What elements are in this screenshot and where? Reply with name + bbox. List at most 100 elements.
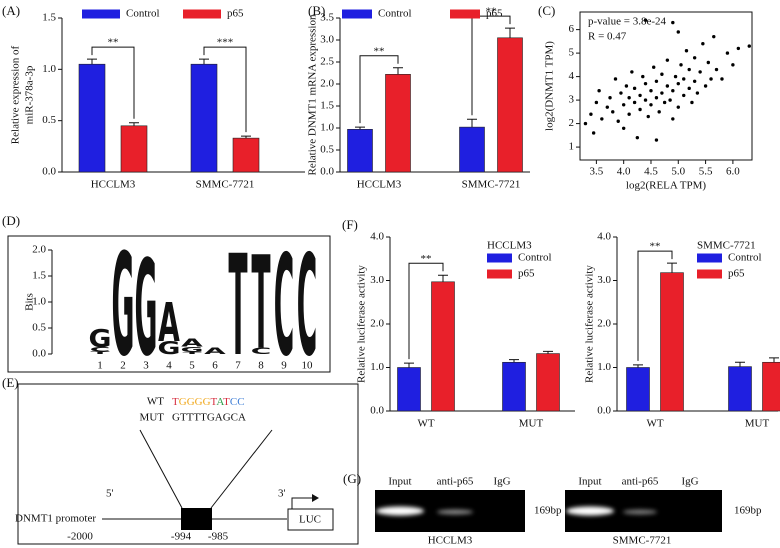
- gel-band: [623, 509, 657, 515]
- scatter-point: [690, 100, 694, 105]
- y-axis-label: Relative DNMT1 mRNA expression: [307, 14, 319, 176]
- bar: [502, 361, 526, 412]
- scatter-point: [682, 93, 686, 98]
- logo-letter: G: [112, 224, 135, 388]
- significance-bracket: [91, 46, 135, 119]
- x-tick-label: HCCLM3: [357, 179, 402, 191]
- y-tick-label: 0.0: [42, 166, 56, 178]
- error-bar: [87, 58, 97, 65]
- y-tick-label: 1.5: [320, 100, 334, 112]
- legend-label: Control: [378, 8, 412, 20]
- scatter-point: [671, 117, 675, 121]
- legend-swatch: [342, 9, 372, 19]
- position-label: -2000: [67, 531, 93, 543]
- legend-swatch: [183, 9, 221, 19]
- y-axis-label: miR-378a-3p: [24, 65, 36, 124]
- error-bar: [129, 122, 139, 126]
- legend-label: Control: [518, 252, 552, 264]
- error-bar: [199, 58, 209, 65]
- error-bar: [355, 126, 365, 130]
- x-tick-label: 5.0: [671, 166, 685, 178]
- logo-letter: C: [90, 346, 111, 353]
- x-tick-label: 4.5: [644, 166, 658, 178]
- scatter-point: [649, 103, 653, 107]
- three-prime: 3': [278, 488, 286, 500]
- y-tick-label: 3.0: [320, 34, 334, 46]
- logo-letter: T: [228, 225, 247, 387]
- y-tick-label: 3.0: [597, 274, 611, 286]
- significance-label: **: [421, 253, 432, 265]
- error-bar: [667, 262, 677, 273]
- logo-letter: C: [274, 225, 295, 387]
- scatter-point: [597, 88, 601, 93]
- y-tick-label: 2: [569, 117, 575, 129]
- x-tick-label: 6.0: [726, 166, 740, 178]
- error-bar: [735, 361, 745, 367]
- scatter-point: [608, 96, 612, 100]
- scatter-point: [627, 96, 631, 100]
- x-tick-label: 2: [120, 360, 126, 372]
- scatter-point: [692, 79, 697, 84]
- significance-bracket: [203, 46, 247, 133]
- x-tick-label: 5.5: [699, 166, 713, 178]
- legend-label: p65: [728, 268, 745, 280]
- y-tick-label: 2.0: [32, 244, 46, 256]
- scatter-point: [673, 74, 678, 79]
- logo-letter: G: [158, 337, 181, 358]
- legend-label: Control: [126, 8, 160, 20]
- band-size: 169bp: [734, 505, 762, 517]
- y-tick-label: 0.0: [597, 405, 611, 417]
- scatter-point: [624, 84, 629, 88]
- legend-swatch: [487, 269, 512, 279]
- wt-sequence: TGGGGTATCC: [172, 396, 245, 408]
- scatter-point: [591, 131, 596, 135]
- scatter-point: [676, 105, 680, 109]
- bar: [385, 74, 411, 173]
- annotation: R = 0.47: [588, 31, 627, 43]
- bar: [232, 137, 260, 173]
- logo-letter: A: [204, 346, 226, 356]
- scatter-point: [714, 67, 719, 72]
- scatter-point: [676, 81, 680, 86]
- x-tick-label: WT: [417, 418, 434, 430]
- scatter-point: [600, 117, 604, 121]
- scatter-point: [630, 70, 634, 74]
- x-axis-label: log2(RELA TPM): [626, 180, 707, 192]
- logo-letter: A: [158, 292, 180, 355]
- zoom-line: [139, 429, 183, 509]
- promoter-diagram: (E) WT TGGGGTATCC MUT GTTTTGAGCA LUC DNM…: [2, 375, 359, 545]
- legend-title: SMMC-7721: [697, 240, 756, 252]
- scatter-point: [698, 70, 702, 74]
- scatter-point: [692, 56, 697, 60]
- error-bar: [769, 357, 779, 363]
- logo-letter: T: [251, 229, 270, 378]
- significance-label: ***: [217, 37, 234, 49]
- scatter-point: [643, 98, 648, 102]
- scatter-point: [736, 46, 741, 51]
- y-tick-label: 1.5: [42, 12, 56, 24]
- y-tick-label: 5: [569, 47, 575, 59]
- significance-bracket: [408, 262, 444, 360]
- scatter-point: [709, 77, 713, 81]
- band-size: 169bp: [534, 505, 562, 517]
- lane-label: Input: [388, 476, 411, 488]
- diagram-frame: [17, 383, 359, 545]
- y-tick-label: 1.0: [597, 361, 611, 373]
- x-tick-label: 3: [143, 360, 149, 372]
- panel-label: (B): [308, 3, 325, 18]
- scatter-point: [632, 86, 637, 91]
- scatter-point: [621, 103, 626, 107]
- scatter-point: [695, 91, 700, 95]
- lane-label: anti-p65: [437, 476, 474, 488]
- significance-bracket: [637, 250, 673, 361]
- scatter-point: [635, 135, 640, 140]
- y-axis-label: Relative luciferase activity: [584, 265, 596, 383]
- arrow-head: [312, 494, 319, 502]
- scatter-point: [703, 84, 708, 88]
- logo-letter: G: [181, 345, 204, 353]
- x-tick-label: 7: [235, 360, 241, 372]
- y-axis-label: log2(DNMT1 TPM): [544, 41, 556, 131]
- x-tick-label: 4: [166, 360, 172, 372]
- panel-frame: [7, 235, 331, 373]
